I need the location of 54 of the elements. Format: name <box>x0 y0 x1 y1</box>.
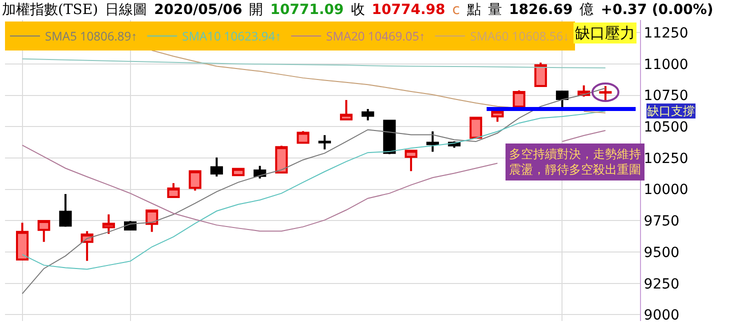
candlestick <box>59 192 72 228</box>
y-tick-label: 9500 <box>644 244 680 261</box>
candlestick <box>512 89 526 108</box>
candlestick <box>470 116 482 139</box>
annotation: 多空持續對決，走勢維持震盪，靜待多空殺出重圍 <box>509 147 641 177</box>
candlestick <box>340 99 353 122</box>
chart-subtitle: 日線圖 <box>105 2 148 18</box>
text: 量 <box>488 2 502 18</box>
candlestick <box>491 110 504 123</box>
candlestick <box>296 130 310 144</box>
candlestick <box>102 213 115 235</box>
text: 點 <box>466 2 481 18</box>
legend-label: SMA20 10469.05↑ <box>326 28 426 45</box>
legend-label: SMA5 10806.89↑ <box>45 28 138 45</box>
candlestick <box>383 120 396 156</box>
annotation: 缺口壓力 <box>575 24 635 42</box>
y-tick-label: 10500 <box>644 120 688 136</box>
candlestick <box>210 156 223 178</box>
line-series <box>22 58 606 68</box>
candlestick <box>146 210 158 233</box>
text: 1826.69 <box>508 2 573 18</box>
candlestick <box>362 108 374 122</box>
candlestick <box>426 130 439 153</box>
candlestick <box>318 134 331 150</box>
candlestick <box>534 62 547 87</box>
candlestick <box>275 144 288 174</box>
candlestick <box>16 222 29 261</box>
text: c <box>452 2 460 18</box>
candlestick <box>556 90 569 108</box>
y-tick-label: 10250 <box>644 150 688 167</box>
candlestick <box>188 170 202 192</box>
legend-label: SMA10 10623.94↑ <box>182 28 282 45</box>
ref-line-label: 缺口支撐 <box>647 104 695 118</box>
text: 收 <box>350 2 365 18</box>
text: +0.37 (0.00%) <box>600 2 714 18</box>
y-tick-label: 11250 <box>644 25 688 42</box>
text: 10771.09 <box>270 2 344 18</box>
y-tick-label: 9000 <box>644 308 680 324</box>
y-tick-label: 10000 <box>644 182 688 198</box>
text: 開 <box>249 2 264 18</box>
line-series <box>22 110 606 270</box>
y-tick-label: 9750 <box>644 214 680 230</box>
candlestick <box>404 150 418 172</box>
text: 億 <box>580 2 594 18</box>
candlestick <box>167 182 180 198</box>
y-tick-label: 9250 <box>644 276 680 292</box>
y-tick-label: 10750 <box>644 88 688 104</box>
chart-title: 加權指數(TSE) <box>2 2 98 18</box>
candlestick <box>80 230 94 262</box>
text: 10774.98 <box>372 2 446 18</box>
y-tick-label: 11000 <box>644 56 688 73</box>
legend-label: SMA60 10608.56↓ <box>470 28 570 45</box>
candlestick <box>38 220 50 243</box>
text: 2020/05/06 <box>154 2 242 18</box>
